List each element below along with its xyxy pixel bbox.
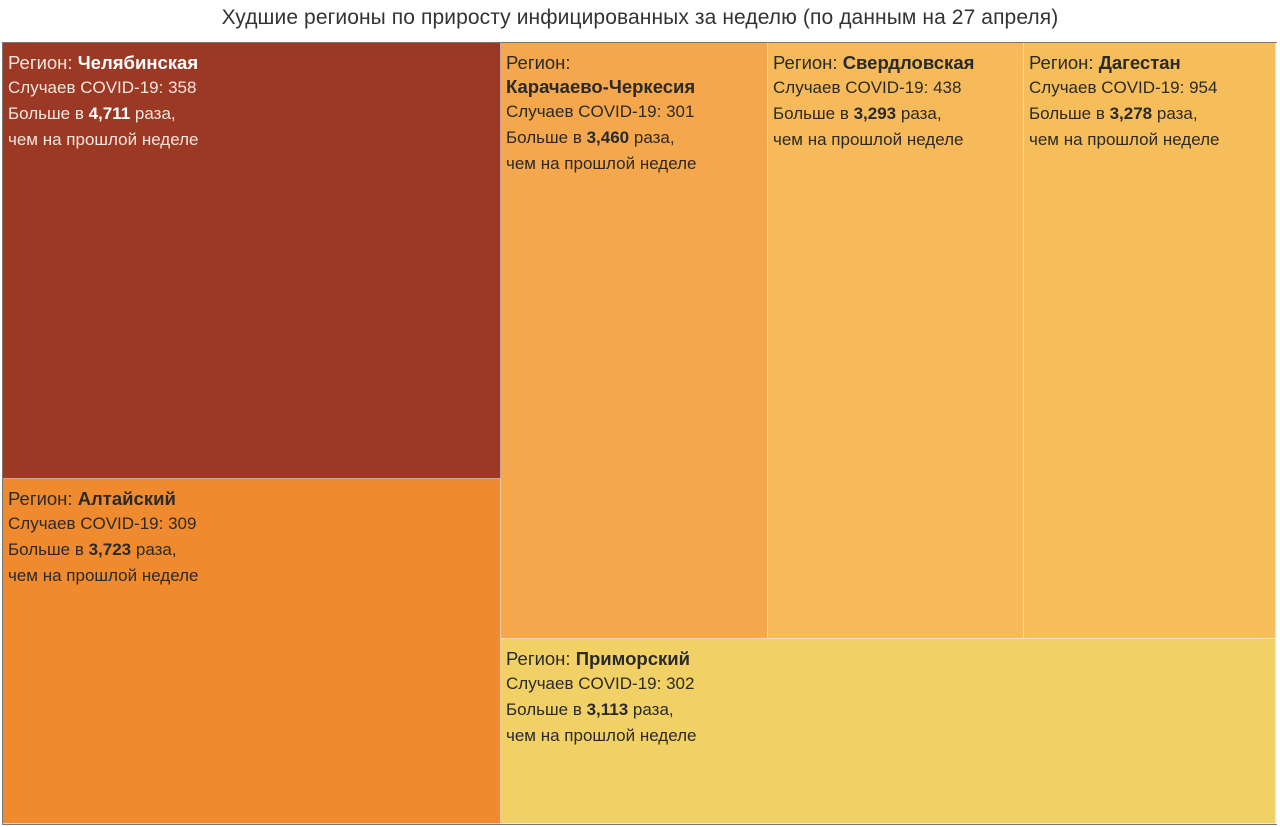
last-week-text: чем на прошлой неделе — [1029, 130, 1220, 149]
region-name: Карачаево-Черкесия — [506, 76, 696, 97]
last-week-text: чем на прошлой неделе — [506, 726, 697, 745]
region-label: Регион: Челябинская — [8, 51, 495, 75]
ratio-suffix: раза, — [1152, 104, 1198, 123]
cases-value: Случаев COVID-19: 358 — [8, 78, 197, 97]
region-label: Регион: — [506, 51, 762, 75]
cases-label: Случаев COVID-19: 301 — [506, 99, 762, 125]
ratio-label: Больше в 3,723 раза, — [8, 537, 495, 563]
ratio-suffix: раза, — [629, 128, 675, 147]
region-label: Регион: Алтайский — [8, 487, 495, 511]
cases-value: Случаев COVID-19: 301 — [506, 102, 695, 121]
treemap-cell[interactable]: Регион: Челябинская Случаев COVID-19: 358… — [3, 43, 501, 479]
ratio-value: 3,278 — [1109, 104, 1153, 123]
cases-value: Случаев COVID-19: 438 — [773, 78, 962, 97]
last-week-label: чем на прошлой неделе — [773, 127, 1018, 153]
ratio-value: 3,113 — [586, 700, 629, 719]
region-prefix: Регион: — [1029, 52, 1099, 73]
cases-label: Случаев COVID-19: 302 — [506, 671, 1270, 697]
cases-label: Случаев COVID-19: 438 — [773, 75, 1018, 101]
ratio-suffix: раза, — [131, 540, 177, 559]
treemap-cell[interactable]: Регион: Алтайский Случаев COVID-19: 309 Бо… — [3, 479, 501, 824]
ratio-label: Больше в 3,278 раза, — [1029, 101, 1270, 127]
region-prefix: Регион: — [8, 52, 78, 73]
cases-label: Случаев COVID-19: 309 — [8, 511, 495, 537]
region-prefix: Регион: — [773, 52, 843, 73]
region-name: Челябинская — [77, 52, 199, 73]
ratio-label: Больше в 3,460 раза, — [506, 125, 762, 151]
cases-label: Случаев COVID-19: 954 — [1029, 75, 1270, 101]
region-label: Регион: Дагестан — [1029, 51, 1270, 75]
region-name: Свердловская — [842, 52, 975, 73]
last-week-label: чем на прошлой неделе — [8, 127, 495, 153]
last-week-label: чем на прошлой неделе — [506, 723, 1270, 749]
ratio-value: 3,293 — [853, 104, 897, 123]
ratio-prefix: Больше в — [506, 700, 587, 719]
treemap: Регион: Челябинская Случаев COVID-19: 358… — [2, 42, 1277, 825]
region-label: Регион: Свердловская — [773, 51, 1018, 75]
ratio-value: 3,460 — [586, 128, 630, 147]
ratio-suffix: раза, — [130, 104, 176, 123]
last-week-text: чем на прошлой неделе — [773, 130, 964, 149]
last-week-text: чем на прошлой неделе — [8, 566, 199, 585]
ratio-value: 4,711 — [88, 104, 131, 123]
last-week-text: чем на прошлой неделе — [506, 154, 697, 173]
region-prefix: Регион: — [8, 488, 78, 509]
last-week-label: чем на прошлой неделе — [8, 563, 495, 589]
last-week-text: чем на прошлой неделе — [8, 130, 199, 149]
region-label: Регион: Приморский — [506, 647, 1270, 671]
chart-title: Худшие регионы по приросту инфицированны… — [221, 6, 1059, 29]
region-name: Дагестан — [1098, 52, 1181, 73]
region-prefix: Регион: — [506, 648, 576, 669]
region-name: Приморский — [575, 648, 690, 669]
last-week-label: чем на прошлой неделе — [506, 151, 762, 177]
ratio-label: Больше в 3,113 раза, — [506, 697, 1270, 723]
ratio-suffix: раза, — [896, 104, 942, 123]
treemap-cell[interactable]: Регион: Карачаево-Черкесия Случаев COVID-1… — [501, 43, 768, 639]
region-name: Алтайский — [77, 488, 176, 509]
cases-value: Случаев COVID-19: 309 — [8, 514, 197, 533]
cases-label: Случаев COVID-19: 358 — [8, 75, 495, 101]
ratio-prefix: Больше в — [506, 128, 587, 147]
ratio-prefix: Больше в — [8, 540, 89, 559]
ratio-label: Больше в 4,711 раза, — [8, 101, 495, 127]
ratio-value: 3,723 — [88, 540, 132, 559]
ratio-suffix: раза, — [628, 700, 674, 719]
region-prefix: Регион: — [506, 52, 571, 73]
treemap-cell[interactable]: Регион: Свердловская Случаев COVID-19: 43… — [768, 43, 1024, 639]
ratio-prefix: Больше в — [1029, 104, 1110, 123]
treemap-cell[interactable]: Регион: Приморский Случаев COVID-19: 302 Б… — [501, 639, 1276, 824]
treemap-cell[interactable]: Регион: Дагестан Случаев COVID-19: 954 Бол… — [1024, 43, 1276, 639]
region-name-line: Карачаево-Черкесия — [506, 75, 762, 99]
cases-value: Случаев COVID-19: 302 — [506, 674, 695, 693]
cases-value: Случаев COVID-19: 954 — [1029, 78, 1218, 97]
ratio-label: Больше в 3,293 раза, — [773, 101, 1018, 127]
ratio-prefix: Больше в — [8, 104, 89, 123]
last-week-label: чем на прошлой неделе — [1029, 127, 1270, 153]
ratio-prefix: Больше в — [773, 104, 854, 123]
